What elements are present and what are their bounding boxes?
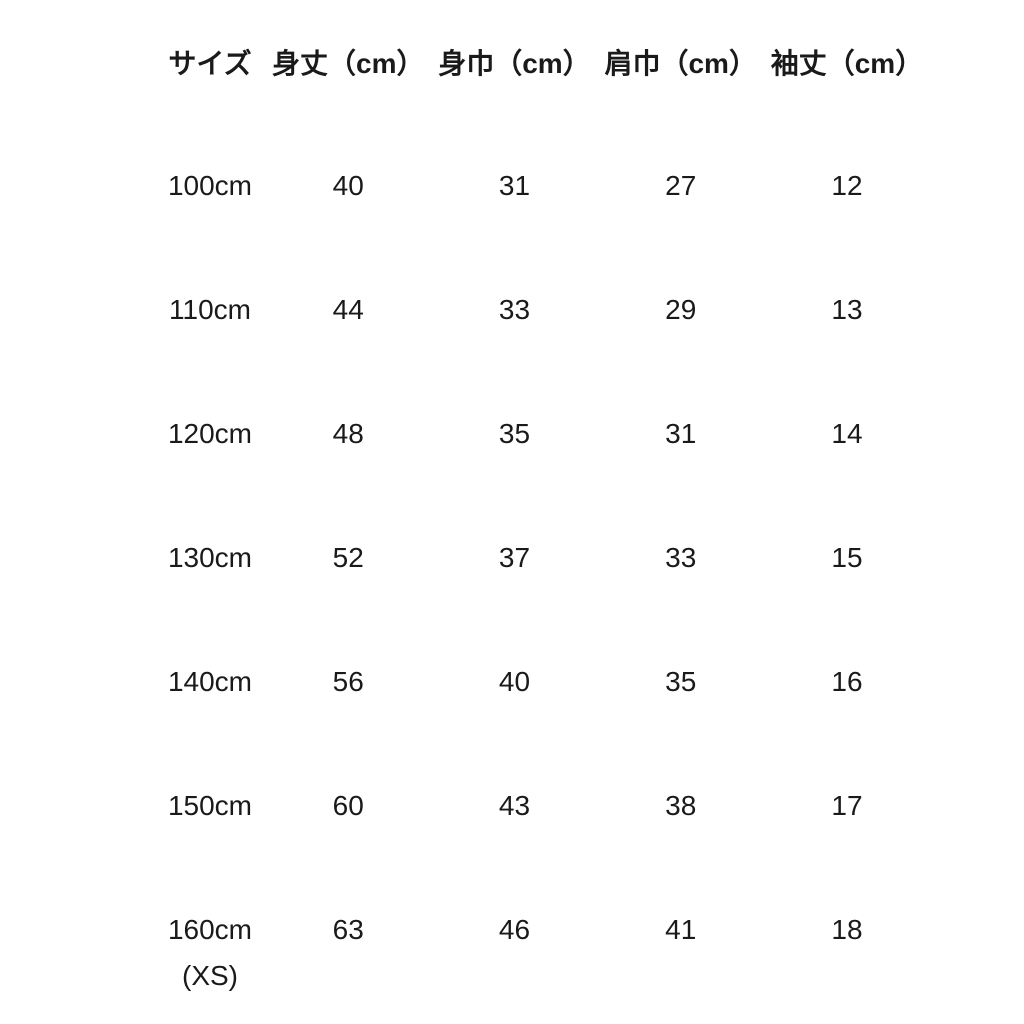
sleeve-length-cell: 18: [831, 914, 863, 945]
size-note: (XS): [182, 960, 238, 991]
shoulder-width-cell: 41: [665, 914, 697, 945]
column-header-sleeve-length: 袖丈（cm）: [770, 48, 924, 79]
table-row: 100cm 40 31 27 12: [148, 124, 937, 248]
shoulder-width-cell: 38: [665, 790, 697, 821]
size-chart-table: サイズ 身丈（cm） 身巾（cm） 肩巾（cm） 袖丈（cm） 100cm 40…: [148, 0, 937, 1024]
sleeve-length-cell: 12: [831, 170, 863, 201]
size-cell: 160cm (XS): [148, 868, 272, 1024]
body-length-cell: 52: [332, 542, 364, 573]
table-row: 130cm 52 37 33 15: [148, 496, 937, 620]
column-header-body-width: 身巾（cm）: [438, 48, 591, 79]
column-header-size: サイズ: [168, 48, 252, 79]
table-row: 160cm (XS) 63 46 41 18: [148, 868, 937, 1024]
sleeve-length-cell: 13: [831, 294, 863, 325]
body-length-cell: 44: [332, 294, 364, 325]
table-row: 150cm 60 43 38 17: [148, 744, 937, 868]
shoulder-width-cell: 29: [665, 294, 697, 325]
shoulder-width-cell: 27: [665, 170, 697, 201]
body-width-cell: 37: [498, 542, 531, 573]
size-cell: 120cm: [167, 418, 253, 449]
body-width-cell: 40: [498, 666, 531, 697]
body-length-cell: 40: [332, 170, 364, 201]
size-cell: 110cm: [169, 294, 251, 325]
sleeve-length-cell: 16: [831, 666, 863, 697]
table-row: 140cm 56 40 35 16: [148, 620, 937, 744]
body-width-cell: 31: [498, 170, 531, 201]
body-width-cell: 43: [498, 790, 531, 821]
size-cell: 140cm: [167, 666, 253, 697]
header-row: サイズ 身丈（cm） 身巾（cm） 肩巾（cm） 袖丈（cm）: [148, 0, 937, 124]
size-label: 160cm: [167, 914, 253, 945]
body-width-cell: 33: [498, 294, 531, 325]
size-cell: 130cm: [167, 542, 253, 573]
body-width-cell: 35: [498, 418, 531, 449]
size-cell: 100cm: [167, 170, 253, 201]
column-header-body-length: 身丈（cm）: [272, 48, 425, 79]
sleeve-length-cell: 14: [831, 418, 863, 449]
body-width-cell: 46: [498, 914, 531, 945]
body-length-cell: 56: [332, 666, 364, 697]
body-length-cell: 48: [332, 418, 364, 449]
body-length-cell: 63: [332, 914, 364, 945]
shoulder-width-cell: 31: [665, 418, 697, 449]
size-cell: 150cm: [167, 790, 253, 821]
column-header-shoulder-width: 肩巾（cm）: [604, 48, 757, 79]
sleeve-length-cell: 17: [831, 790, 863, 821]
shoulder-width-cell: 33: [665, 542, 697, 573]
table-row: 110cm 44 33 29 13: [148, 248, 937, 372]
sleeve-length-cell: 15: [831, 542, 863, 573]
shoulder-width-cell: 35: [665, 666, 697, 697]
body-length-cell: 60: [332, 790, 364, 821]
table-row: 120cm 48 35 31 14: [148, 372, 937, 496]
